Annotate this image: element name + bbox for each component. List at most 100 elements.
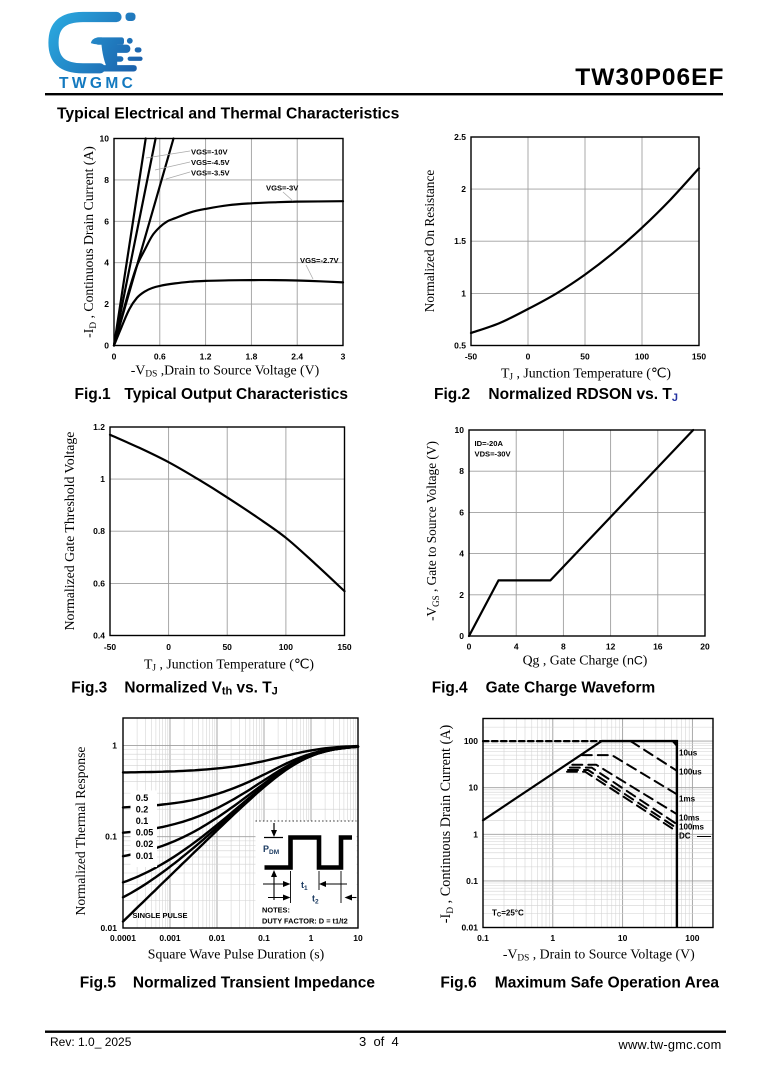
svg-text:100ms: 100ms xyxy=(679,823,704,832)
svg-text:1: 1 xyxy=(461,288,466,298)
svg-text:150: 150 xyxy=(692,352,706,362)
svg-text:3 of 4: 3 of 4 xyxy=(359,1034,399,1049)
svg-text:1: 1 xyxy=(100,474,105,484)
svg-text:VGS=-10V: VGS=-10V xyxy=(191,148,228,157)
svg-text:0.6: 0.6 xyxy=(93,578,105,588)
svg-text:-VDS , Drain to Source Voltage: -VDS , Drain to Source Voltage (V) xyxy=(503,947,695,964)
svg-text:VGS=-4.5V: VGS=-4.5V xyxy=(191,158,231,167)
svg-text:-VGS , Gate to Source Voltage: -VGS , Gate to Source Voltage (V) xyxy=(424,441,441,621)
svg-text:8: 8 xyxy=(459,466,464,476)
svg-text:-VDS ,Drain to Source Voltage: -VDS ,Drain to Source Voltage (V) xyxy=(131,363,319,380)
svg-text:Square Wave Pulse Duration (s): Square Wave Pulse Duration (s) xyxy=(148,947,324,963)
svg-text:Maximum Safe Operation Area: Maximum Safe Operation Area xyxy=(495,974,720,991)
svg-text:0: 0 xyxy=(166,642,171,652)
svg-text:10: 10 xyxy=(618,933,628,943)
svg-text:0: 0 xyxy=(112,352,117,362)
svg-text:TW30P06EF: TW30P06EF xyxy=(575,64,724,91)
svg-text:0.1: 0.1 xyxy=(258,933,270,943)
svg-text:100: 100 xyxy=(464,736,478,746)
svg-text:2: 2 xyxy=(461,184,466,194)
svg-text:1: 1 xyxy=(550,933,555,943)
svg-text:Normalized Thermal Response: Normalized Thermal Response xyxy=(73,747,88,916)
svg-text:0.01: 0.01 xyxy=(136,851,154,861)
svg-text:VGS=-3.5V: VGS=-3.5V xyxy=(191,169,231,178)
svg-text:50: 50 xyxy=(580,352,590,362)
svg-text:www.tw-gmc.com: www.tw-gmc.com xyxy=(617,1037,721,1052)
svg-text:-50: -50 xyxy=(465,352,478,362)
svg-text:1.5: 1.5 xyxy=(454,236,466,246)
svg-text:SINGLE PULSE: SINGLE PULSE xyxy=(133,911,188,920)
svg-text:100: 100 xyxy=(279,642,293,652)
svg-text:4: 4 xyxy=(104,258,109,268)
svg-text:-50: -50 xyxy=(104,642,117,652)
svg-text:Typical Electrical and Thermal: Typical Electrical and Thermal Character… xyxy=(57,106,400,123)
svg-text:0.5: 0.5 xyxy=(454,341,466,351)
svg-text:1.2: 1.2 xyxy=(93,422,105,432)
svg-text:VDS=-30V: VDS=-30V xyxy=(475,450,512,459)
svg-text:4: 4 xyxy=(459,549,464,559)
svg-text:-ID , Continuous Drain Current: -ID , Continuous Drain Current (A) xyxy=(81,146,99,338)
svg-text:100: 100 xyxy=(685,933,699,943)
svg-text:0.1: 0.1 xyxy=(136,816,149,826)
svg-text:20: 20 xyxy=(700,642,710,652)
svg-text:TJ , Junction Temperature (℃): TJ , Junction Temperature (℃) xyxy=(144,657,314,674)
svg-text:NOTES:: NOTES: xyxy=(262,906,290,915)
svg-text:4: 4 xyxy=(514,642,519,652)
svg-text:t1: t1 xyxy=(301,880,308,892)
svg-text:100: 100 xyxy=(635,352,649,362)
svg-text:0.01: 0.01 xyxy=(100,923,117,933)
svg-text:0.001: 0.001 xyxy=(159,933,181,943)
svg-text:12: 12 xyxy=(606,642,616,652)
svg-text:TJ , Junction Temperature (℃): TJ , Junction Temperature (℃) xyxy=(501,366,671,383)
svg-text:0.01: 0.01 xyxy=(209,933,226,943)
svg-text:Fig.1: Fig.1 xyxy=(75,386,112,403)
svg-text:2: 2 xyxy=(104,299,109,309)
svg-text:10: 10 xyxy=(469,783,479,793)
svg-text:-ID , Continuous Drain Current: -ID , Continuous Drain Current (A) xyxy=(438,725,456,924)
svg-text:Fig.4: Fig.4 xyxy=(432,679,468,696)
svg-text:0.2: 0.2 xyxy=(136,804,149,814)
svg-text:100us: 100us xyxy=(679,768,702,777)
svg-text:1.2: 1.2 xyxy=(200,352,212,362)
svg-text:TWGMC: TWGMC xyxy=(59,75,136,92)
svg-text:1.8: 1.8 xyxy=(245,352,257,362)
svg-text:Normalized On Resistance: Normalized On Resistance xyxy=(422,170,437,313)
svg-text:Normalized Gate Threshold Volt: Normalized Gate Threshold Voltage xyxy=(62,432,77,631)
svg-text:Fig.5: Fig.5 xyxy=(80,974,117,991)
svg-text:6: 6 xyxy=(459,507,464,517)
svg-text:16: 16 xyxy=(653,642,663,652)
svg-text:10us: 10us xyxy=(679,749,698,758)
svg-text:0.0001: 0.0001 xyxy=(110,933,136,943)
svg-text:1: 1 xyxy=(309,933,314,943)
svg-text:DUTY FACTOR: D = t1/t2: DUTY FACTOR: D = t1/t2 xyxy=(262,917,348,926)
svg-text:0.5: 0.5 xyxy=(136,793,149,803)
svg-text:10: 10 xyxy=(100,134,110,144)
svg-text:0.1: 0.1 xyxy=(105,832,117,842)
svg-text:Rev: 1.0_ 2025: Rev: 1.0_ 2025 xyxy=(50,1035,132,1049)
svg-text:2: 2 xyxy=(459,590,464,600)
svg-text:Normalized Transient Impedance: Normalized Transient Impedance xyxy=(133,974,375,991)
svg-text:0: 0 xyxy=(467,642,472,652)
svg-text:TC=25°C: TC=25°C xyxy=(492,909,524,919)
svg-text:2.5: 2.5 xyxy=(454,132,466,142)
svg-text:0: 0 xyxy=(526,352,531,362)
svg-text:0.01: 0.01 xyxy=(461,923,478,933)
svg-text:Fig.3: Fig.3 xyxy=(71,679,107,696)
svg-text:1: 1 xyxy=(112,740,117,750)
svg-text:0.8: 0.8 xyxy=(93,526,105,536)
svg-text:1ms: 1ms xyxy=(679,795,696,804)
svg-text:VGS=-3V: VGS=-3V xyxy=(266,184,299,193)
svg-text:Typical Output Characteristics: Typical Output Characteristics xyxy=(124,386,348,403)
svg-text:Fig.6: Fig.6 xyxy=(440,974,477,991)
svg-text:10: 10 xyxy=(455,425,465,435)
svg-text:2.4: 2.4 xyxy=(291,352,303,362)
svg-text:Fig.2: Fig.2 xyxy=(434,386,470,403)
svg-text:0.1: 0.1 xyxy=(477,933,489,943)
svg-text:0.4: 0.4 xyxy=(93,631,105,641)
svg-text:0: 0 xyxy=(459,631,464,641)
svg-text:Qg , Gate Charge (nC): Qg , Gate Charge (nC) xyxy=(523,653,648,669)
svg-text:3: 3 xyxy=(341,352,346,362)
svg-text:1: 1 xyxy=(473,829,478,839)
svg-text:ID=-20A: ID=-20A xyxy=(475,439,504,448)
svg-text:0.1: 0.1 xyxy=(466,876,478,886)
